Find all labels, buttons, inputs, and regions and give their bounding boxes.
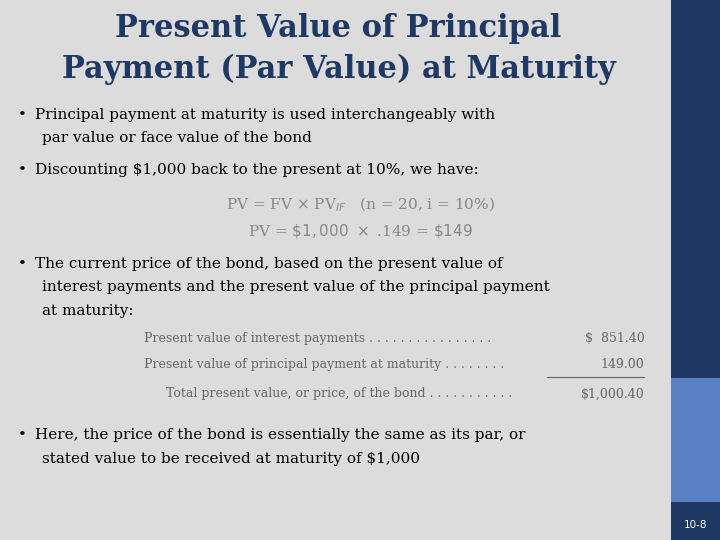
Text: 149.00: 149.00 (600, 357, 644, 370)
Bar (671, 0, 720, 540)
Text: par value or face value of the bond: par value or face value of the bond (42, 131, 312, 145)
Text: •: • (18, 163, 27, 177)
Bar (671, 378, 720, 502)
Text: •: • (18, 256, 27, 271)
Text: 10-8: 10-8 (684, 520, 707, 530)
Text: •: • (18, 428, 27, 442)
Text: Discounting $1,000 back to the present at 10%, we have:: Discounting $1,000 back to the present a… (35, 163, 478, 177)
Text: Present value of principal payment at maturity . . . . . . . .: Present value of principal payment at ma… (144, 357, 504, 370)
Text: PV = FV $\times$ PV$_\mathit{IF}$   (n = 20, i = 10%): PV = FV $\times$ PV$_\mathit{IF}$ (n = 2… (225, 195, 495, 214)
Text: The current price of the bond, based on the present value of: The current price of the bond, based on … (35, 256, 502, 271)
Text: PV = $\$1,000\ \times$ .149 = $\$149$: PV = $\$1,000\ \times$ .149 = $\$149$ (248, 222, 472, 240)
Text: Payment (Par Value) at Maturity: Payment (Par Value) at Maturity (61, 54, 616, 85)
Text: at maturity:: at maturity: (42, 303, 133, 318)
Text: Total present value, or price, of the bond . . . . . . . . . . .: Total present value, or price, of the bo… (166, 387, 512, 400)
Text: •: • (18, 108, 27, 122)
Text: interest payments and the present value of the principal payment: interest payments and the present value … (42, 280, 549, 294)
Text: Present value of interest payments . . . . . . . . . . . . . . . .: Present value of interest payments . . .… (144, 332, 491, 345)
Text: Here, the price of the bond is essentially the same as its par, or: Here, the price of the bond is essential… (35, 428, 525, 442)
Text: Principal payment at maturity is used interchangeably with: Principal payment at maturity is used in… (35, 108, 495, 122)
Text: Present Value of Principal: Present Value of Principal (115, 14, 562, 44)
Text: stated value to be received at maturity of $1,000: stated value to be received at maturity … (42, 451, 420, 465)
Text: $1,000.40: $1,000.40 (580, 387, 644, 400)
Text: $  851.40: $ 851.40 (585, 332, 644, 345)
